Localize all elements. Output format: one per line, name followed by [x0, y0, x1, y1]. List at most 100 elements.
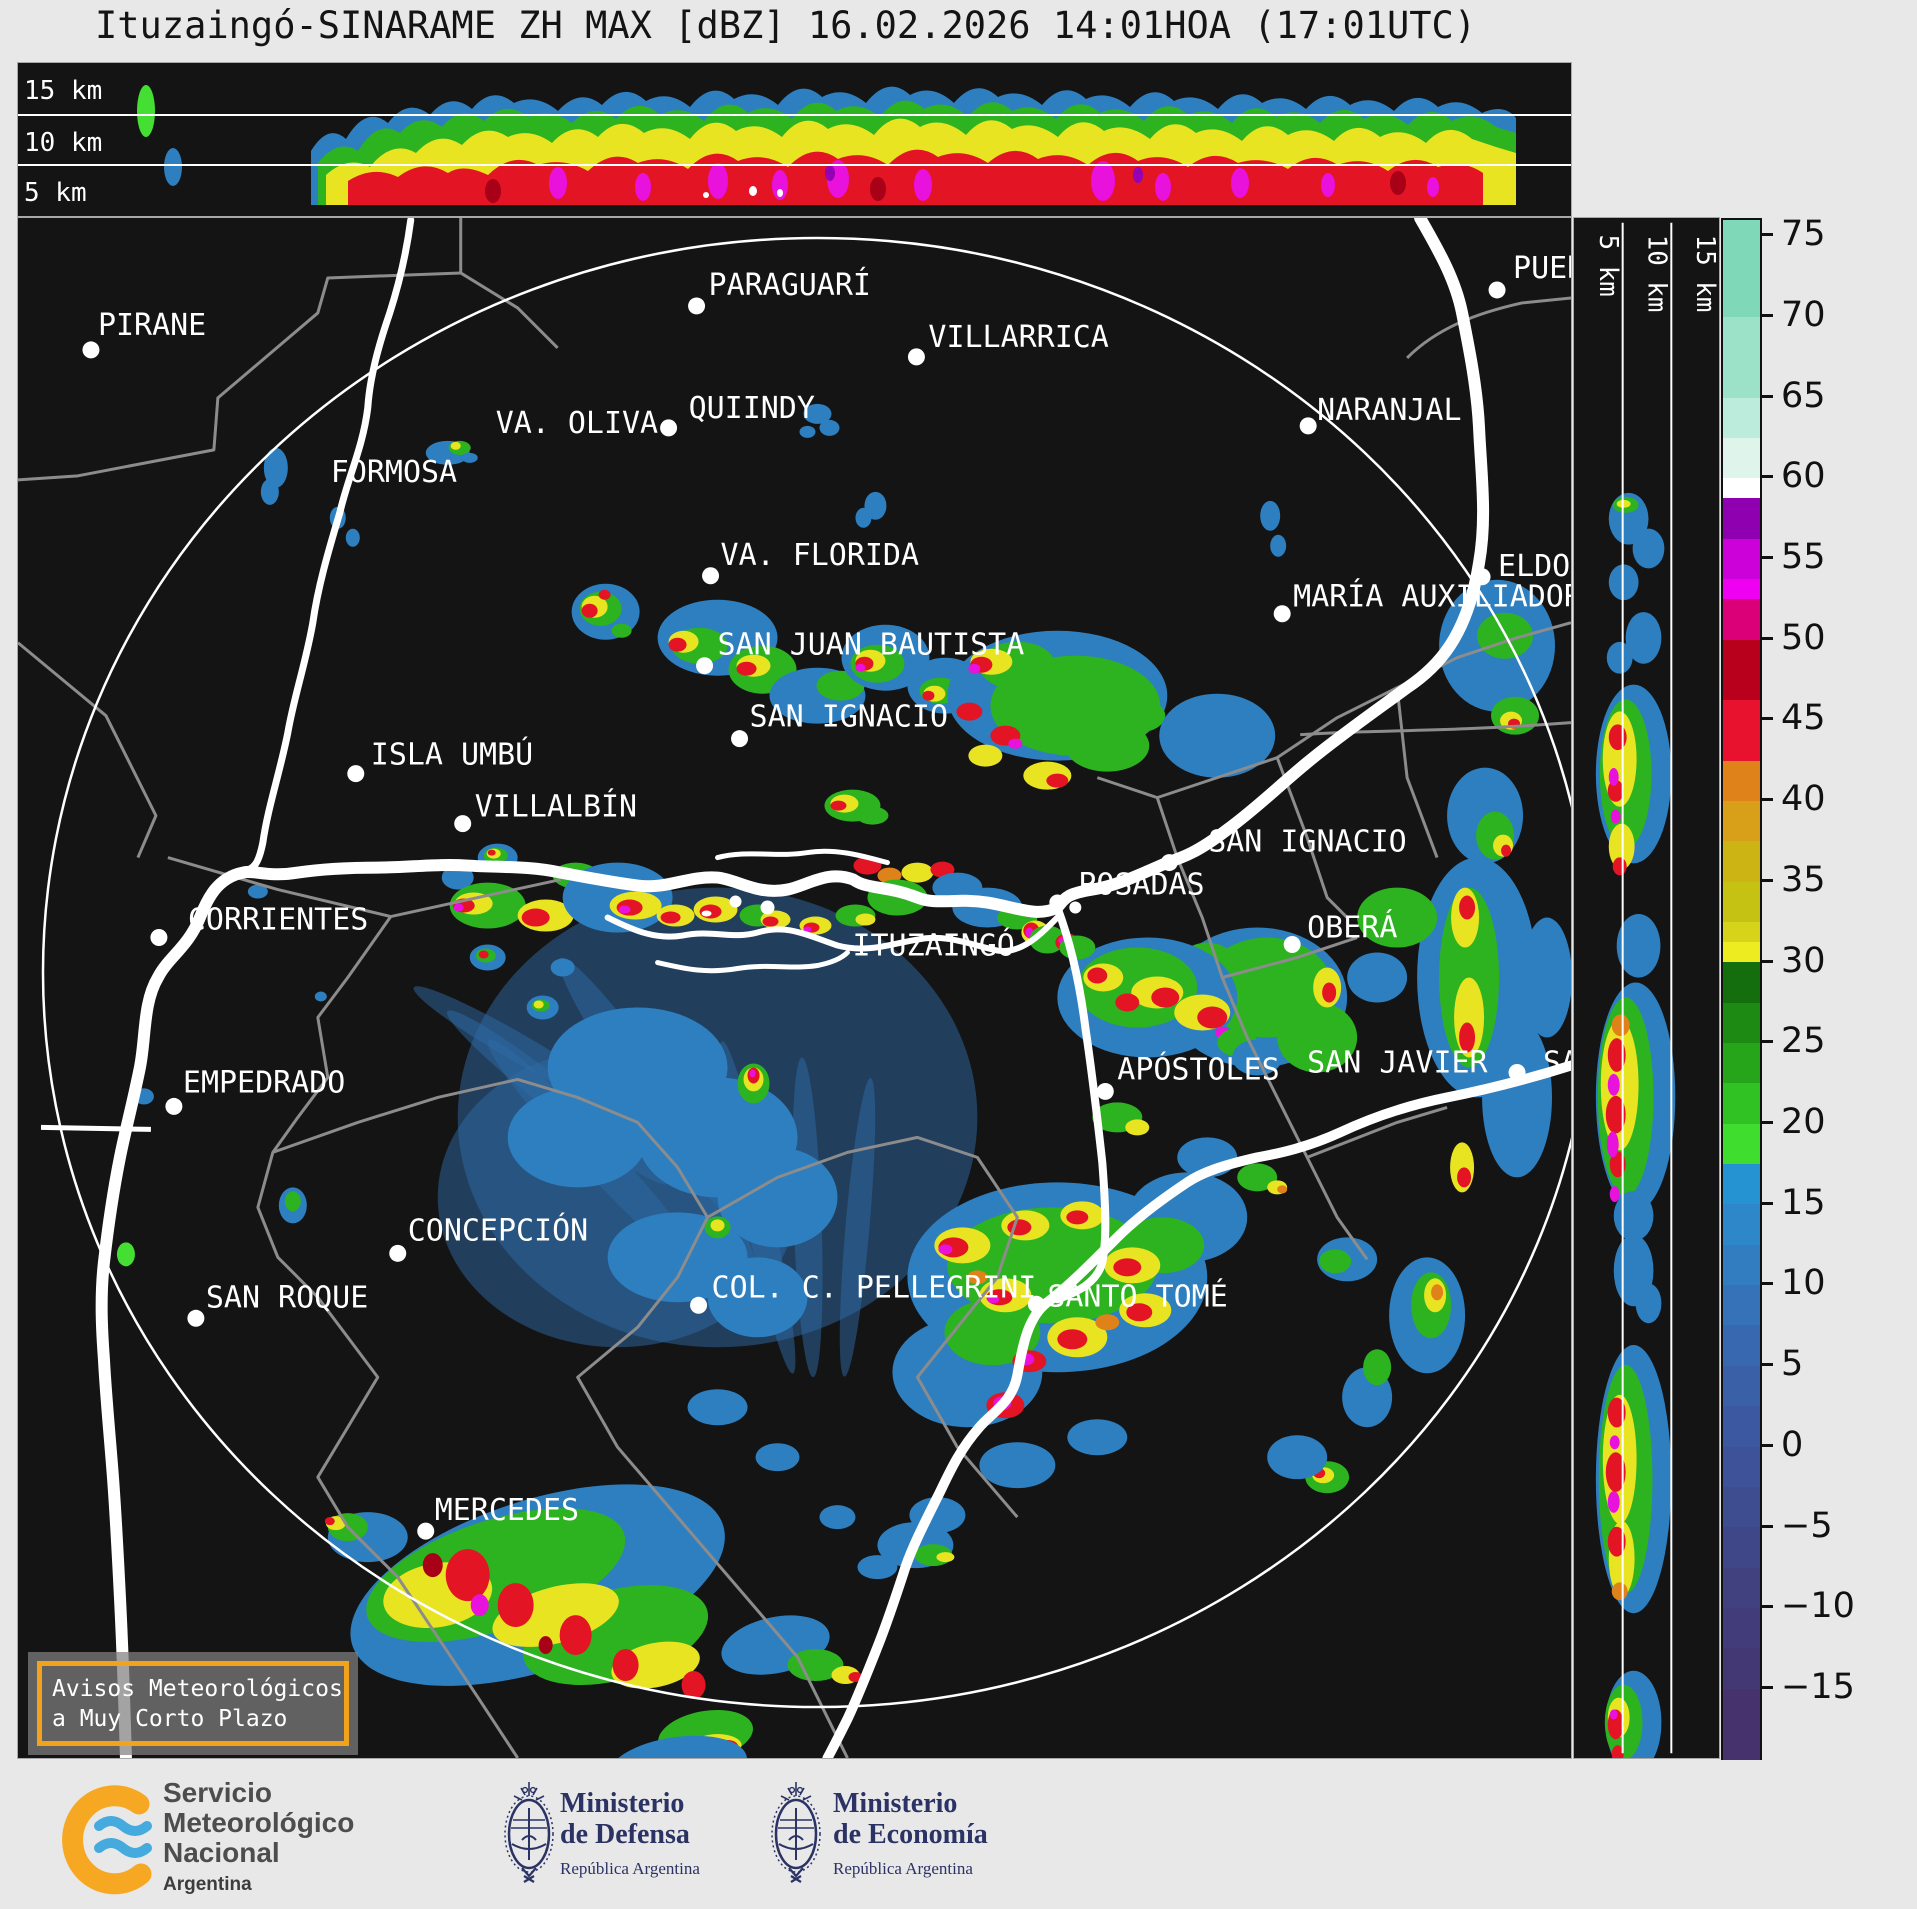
storm-echo	[581, 603, 598, 618]
colorbar-segment	[1723, 437, 1760, 479]
admin-border	[256, 915, 519, 1758]
colorbar-segment	[1723, 220, 1760, 317]
ministry-wordmark: Ministerio de Defensa República Argentina	[560, 1788, 700, 1884]
city-dot	[702, 567, 720, 585]
storm-echo	[710, 1219, 725, 1232]
colorbar-tick-label: 25	[1781, 1021, 1826, 1062]
storm-echo	[559, 1615, 592, 1656]
right-cross-section-svg: 5 km 10 km 15 km	[1593, 222, 1719, 1758]
right-echo	[1609, 1186, 1620, 1203]
height-axis-label: 5 km	[24, 178, 87, 208]
colorbar-segment	[1723, 538, 1760, 580]
colorbar-segment	[1723, 1406, 1760, 1447]
admin-border	[18, 218, 463, 482]
right-echo	[1608, 823, 1635, 870]
clear-air-echo	[839, 1078, 876, 1377]
storm-echo	[968, 744, 1003, 767]
avisos-meteorologicos-badge[interactable]: Avisos Meteorológicos a Muy Corto Plazo	[28, 1652, 358, 1755]
city-label: SAN ROQUE	[206, 1280, 368, 1315]
storm-echo	[1459, 1022, 1476, 1053]
coat-of-arms	[771, 1782, 821, 1883]
colorbar-segment	[1723, 599, 1760, 640]
city-label: SAN IGNACIO	[1208, 825, 1406, 860]
right-echo	[1632, 528, 1665, 569]
colorbar-tick-mark	[1760, 798, 1773, 802]
colorbar-tick-mark	[1760, 717, 1773, 721]
storm-echo	[598, 589, 611, 600]
storm-echo	[1522, 917, 1571, 1038]
clear-air-echo	[507, 1087, 648, 1188]
city-label: QUIINDY	[689, 391, 815, 426]
height-axis-label: 10 km	[1641, 235, 1671, 313]
colorbar-segment	[1723, 1083, 1760, 1124]
storm-echo	[1357, 887, 1438, 948]
storm-echo	[1126, 1303, 1153, 1322]
top-echo-core	[635, 173, 651, 201]
storm-echo	[422, 1553, 443, 1578]
city-dot	[731, 730, 749, 748]
colorbar-tick-label: 30	[1781, 940, 1826, 981]
top-cross-section-svg: 15 km 10 km 5 km	[18, 76, 1571, 208]
colorbar-segment	[1723, 1688, 1760, 1760]
city-dot	[165, 1097, 183, 1115]
height-axis-label: 15 km	[1690, 235, 1719, 313]
colorbar-tick-mark	[1760, 394, 1773, 398]
colorbar-tick-mark	[1760, 1443, 1773, 1447]
storm-echo	[1457, 1167, 1472, 1188]
storm-echo	[1363, 1349, 1392, 1386]
storm-echo	[478, 950, 489, 959]
storm-echo	[1095, 1314, 1120, 1331]
storm-echo	[445, 1549, 490, 1602]
storm-echo	[668, 637, 687, 652]
right-echo	[1608, 724, 1627, 751]
city-label: SANTO TOMÉ	[1047, 1278, 1227, 1314]
colorbar-segment	[1723, 1002, 1760, 1044]
reflectivity-colorbar	[1721, 218, 1762, 1762]
admin-border	[1300, 721, 1571, 737]
admin-border	[1096, 621, 1571, 800]
city-label: VILLALBÍN	[475, 789, 637, 825]
right-echo	[1607, 1038, 1626, 1072]
right-echo	[1613, 1191, 1654, 1241]
city-label: ELDOR	[1498, 549, 1571, 584]
city-label: SAN IGNACIO	[750, 700, 948, 735]
city-dot	[1299, 417, 1317, 435]
storm-echo	[1125, 1119, 1150, 1136]
right-echo	[1611, 1745, 1624, 1758]
city-dot	[1473, 568, 1491, 586]
ministry-sub: República Argentina	[833, 1859, 973, 1878]
ministry-line-1: Ministerio	[560, 1788, 685, 1819]
colorbar-tick-mark	[1760, 636, 1773, 640]
ministry-sub: República Argentina	[560, 1859, 700, 1878]
storm-echo	[538, 1636, 553, 1655]
figure-title: Ituzaingó-SINARAME ZH MAX [dBZ] 16.02.20…	[95, 4, 1477, 47]
colorbar-segment	[1723, 1527, 1760, 1568]
coat-of-arms	[504, 1782, 554, 1883]
storm-echo	[1260, 500, 1281, 531]
storm-echo	[1270, 534, 1287, 557]
city-label: VILLARRICA	[928, 320, 1108, 355]
colorbar-segment	[1723, 1164, 1760, 1205]
storm-echo	[736, 661, 757, 676]
storm-echo	[830, 800, 847, 811]
colorbar-segment	[1723, 1446, 1760, 1487]
storm-echo	[799, 425, 816, 438]
storm-echo	[967, 1270, 988, 1285]
colorbar-tick-mark	[1760, 1121, 1773, 1124]
storm-echo	[922, 690, 935, 701]
colorbar-tick-label: 55	[1781, 537, 1826, 577]
right-echo	[1611, 1014, 1630, 1037]
city-dot	[389, 1244, 407, 1262]
storm-echo	[787, 1649, 844, 1682]
top-echo-core	[485, 179, 501, 203]
city-dot	[1273, 605, 1291, 623]
city-dot	[1027, 1295, 1045, 1313]
top-echo-core	[1427, 177, 1439, 197]
storm-echo	[848, 1672, 863, 1683]
colorbar-tick-mark	[1760, 313, 1773, 317]
colorbar-tick-mark	[1760, 1363, 1773, 1367]
height-axis-label: 5 km	[1593, 235, 1623, 297]
city-dot	[1283, 936, 1301, 954]
storm-echo	[1431, 1284, 1444, 1301]
storm-echo	[938, 1244, 953, 1255]
